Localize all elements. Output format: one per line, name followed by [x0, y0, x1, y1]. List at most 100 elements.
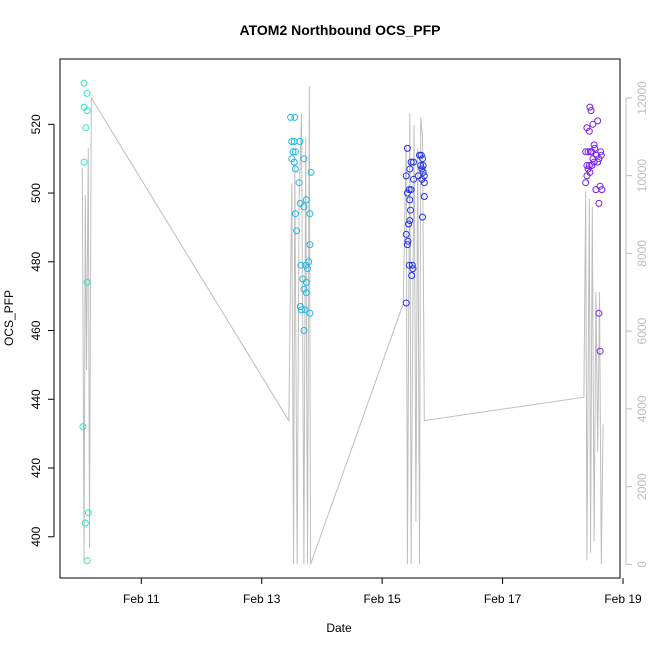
data-point [403, 241, 411, 249]
data-point [296, 303, 304, 310]
data-point [593, 151, 600, 159]
y2-axis: 0 2000 4000 6000 8000 10000 12000 [625, 81, 649, 568]
data-point [83, 557, 91, 565]
data-point [404, 237, 412, 245]
data-point [302, 261, 310, 269]
data-point [403, 144, 411, 152]
data-point [306, 309, 314, 317]
data-point [584, 165, 592, 173]
data-point [419, 168, 427, 176]
data-point [82, 124, 90, 132]
data-point [291, 113, 299, 121]
data-point [403, 189, 411, 197]
data-point [420, 179, 428, 187]
y-tick-label: 400 [29, 526, 43, 546]
data-point [298, 306, 305, 314]
data-point [405, 261, 413, 269]
data-point [583, 124, 591, 132]
chart-title: ATOM2 Northbound OCS_PFP [240, 22, 441, 38]
data-point [587, 148, 594, 156]
data-point [588, 162, 596, 169]
data-point [291, 148, 299, 156]
data-point [295, 179, 303, 187]
series-flight-3 [402, 144, 428, 307]
data-point [594, 117, 602, 125]
data-point [583, 162, 591, 169]
data-point [81, 519, 89, 527]
y2-tick-label: 12000 [635, 81, 649, 115]
data-point [406, 196, 414, 204]
data-point [597, 151, 605, 159]
data-point [402, 230, 410, 238]
data-point [300, 327, 308, 334]
data-point [405, 186, 413, 194]
data-point [406, 165, 414, 173]
x-tick-label: Feb 11 [123, 592, 160, 606]
y-tick-label: 480 [29, 251, 43, 271]
data-point [296, 199, 304, 207]
data-point [590, 141, 598, 149]
data-point [595, 309, 603, 317]
data-point [419, 213, 426, 221]
data-point [296, 138, 304, 145]
data-point [402, 299, 410, 307]
y2-tick-label: 10000 [635, 159, 649, 193]
y2-tick-label: 6000 [635, 317, 649, 344]
data-point [291, 165, 299, 173]
data-point [414, 172, 422, 180]
data-point [586, 103, 594, 111]
data-point [301, 306, 309, 314]
data-point [408, 261, 416, 269]
data-point [80, 79, 88, 87]
x-tick-label: Feb 17 [484, 592, 522, 606]
data-point [409, 265, 417, 273]
altitude-layer [81, 86, 604, 565]
data-point [589, 120, 597, 128]
data-point [84, 509, 92, 517]
data-point [304, 265, 311, 273]
y-tick-label: 420 [29, 458, 43, 478]
x-axis-label: Date [326, 621, 352, 635]
y-axis: 400 420 440 460 480 500 520 [29, 114, 55, 547]
y-tick-label: 500 [29, 183, 43, 203]
data-point [407, 158, 415, 166]
data-point [306, 241, 314, 249]
data-point [402, 172, 410, 180]
data-point [419, 162, 427, 169]
data-point [291, 210, 299, 218]
data-point [83, 107, 91, 115]
data-point [410, 158, 417, 166]
data-point [597, 148, 605, 156]
data-point [302, 196, 310, 204]
data-point [585, 127, 593, 135]
data-point [83, 89, 91, 97]
data-point [307, 168, 315, 176]
y-tick-label: 460 [29, 320, 43, 340]
altitude-line [81, 86, 604, 565]
data-point [596, 347, 604, 355]
x-axis: Feb 11 Feb 13 Feb 15 Feb 17 Feb 19 [123, 578, 642, 606]
y-tick-label: 440 [29, 389, 43, 409]
data-point [420, 193, 428, 200]
y2-tick-label: 4000 [635, 395, 649, 422]
data-point [410, 175, 417, 183]
data-point [302, 278, 310, 286]
data-point [584, 148, 592, 156]
series-flight-1 [79, 79, 92, 565]
data-point [408, 272, 416, 279]
data-point [587, 107, 595, 115]
x-tick-label: Feb 13 [243, 592, 281, 606]
data-point [79, 423, 87, 431]
data-point [592, 186, 600, 194]
data-point [585, 162, 593, 169]
data-point [287, 113, 295, 121]
y2-tick-label: 2000 [635, 473, 649, 500]
data-point [417, 162, 425, 169]
data-point [595, 199, 603, 207]
data-point [306, 210, 314, 218]
series-flight-4 [582, 103, 606, 355]
data-point [83, 278, 91, 286]
data-point [416, 151, 423, 159]
data-point [596, 182, 604, 190]
data-point [405, 220, 413, 228]
